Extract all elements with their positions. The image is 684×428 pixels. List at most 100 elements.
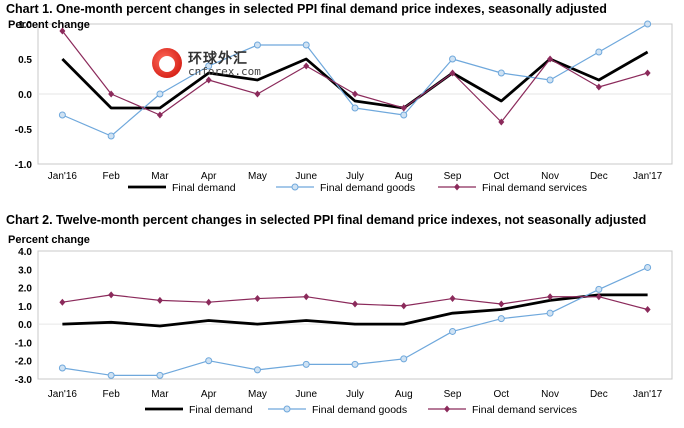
y-tick-label: 0.5	[18, 55, 32, 66]
x-tick-label: June	[295, 171, 317, 182]
data-point-services	[205, 298, 212, 306]
logo-icon	[152, 48, 182, 78]
y-tick-label: -2.0	[15, 357, 33, 368]
data-point-goods	[253, 366, 261, 374]
watermark-cn: 环球外汇	[188, 51, 248, 67]
x-tick-label: Nov	[541, 171, 559, 182]
y-axis-label: Percent change	[8, 234, 90, 246]
x-tick-label: Jan'16	[48, 171, 78, 182]
data-point-goods	[400, 355, 408, 363]
data-point-goods	[351, 360, 359, 368]
data-point-services	[449, 295, 456, 303]
data-point-goods	[156, 371, 164, 379]
x-tick-label: May	[248, 389, 267, 400]
data-point-goods	[351, 104, 359, 112]
data-point-services	[498, 118, 505, 126]
data-point-services	[644, 69, 651, 77]
data-point-services	[595, 83, 602, 91]
data-point-goods	[302, 360, 310, 368]
data-point-goods	[595, 285, 603, 293]
data-point-goods	[156, 90, 164, 98]
chart2-title: Chart 2. Twelve-month percent changes in…	[6, 213, 647, 227]
data-point-goods	[497, 315, 505, 323]
y-tick-label: 1.0	[18, 20, 32, 31]
series-line-0	[62, 293, 648, 328]
x-tick-label: Apr	[201, 171, 217, 182]
data-point-goods	[595, 48, 603, 56]
data-point-services	[108, 90, 115, 98]
x-tick-label: June	[295, 389, 317, 400]
x-tick-label: Mar	[151, 389, 169, 400]
data-point-services	[205, 76, 212, 84]
y-tick-label: 0.0	[18, 90, 32, 101]
data-point-services	[498, 300, 505, 308]
series-line-1	[62, 23, 648, 137]
data-point-goods	[644, 263, 652, 271]
data-point-services	[254, 90, 261, 98]
data-point-services	[108, 291, 115, 299]
data-point-goods	[546, 309, 554, 317]
series-line-1	[62, 266, 648, 376]
legend-label-2: Final demand services	[472, 404, 577, 416]
y-axis-label: Percent change	[8, 19, 90, 31]
data-point-goods	[253, 41, 261, 49]
data-point-services	[303, 293, 310, 301]
y-tick-label: 0.0	[18, 320, 32, 331]
data-point-services	[449, 69, 456, 77]
legend-label-2: Final demand services	[482, 182, 587, 194]
data-point-goods	[205, 357, 213, 365]
x-tick-label: Apr	[201, 389, 217, 400]
data-point-services	[303, 62, 310, 70]
legend-marker-services	[454, 183, 460, 191]
x-tick-label: Dec	[590, 171, 608, 182]
x-tick-label: Nov	[541, 389, 559, 400]
legend-marker-goods	[283, 405, 291, 413]
y-tick-label: -0.5	[15, 125, 33, 136]
data-point-goods	[449, 55, 457, 63]
x-tick-label: July	[346, 389, 364, 400]
data-point-goods	[58, 364, 66, 372]
x-tick-label: Oct	[494, 389, 510, 400]
data-point-goods	[205, 62, 213, 70]
data-point-goods	[497, 69, 505, 77]
y-tick-label: 2.0	[18, 284, 32, 295]
data-point-goods	[400, 111, 408, 119]
legend-label-0: Final demand	[189, 404, 253, 416]
watermark-en: cnforex.com	[188, 65, 261, 78]
data-point-goods	[644, 20, 652, 28]
x-tick-label: Dec	[590, 389, 608, 400]
y-tick-label: 4.0	[18, 247, 32, 258]
x-tick-label: Sep	[444, 171, 462, 182]
data-point-goods	[546, 76, 554, 84]
x-tick-label: Oct	[494, 171, 510, 182]
legend-label-0: Final demand	[172, 182, 236, 194]
chart1-title: Chart 1. One-month percent changes in se…	[6, 2, 607, 16]
y-tick-label: -1.0	[15, 338, 33, 349]
data-point-services	[156, 111, 163, 119]
legend-label-1: Final demand goods	[320, 182, 415, 194]
data-point-goods	[107, 371, 115, 379]
x-tick-label: Jan'17	[633, 171, 663, 182]
y-tick-label: 1.0	[18, 302, 32, 313]
y-tick-label: -3.0	[15, 375, 33, 386]
legend-marker-goods	[291, 183, 299, 191]
plot-frame	[37, 250, 673, 380]
legend-marker-services	[444, 405, 450, 413]
data-point-services	[352, 300, 358, 308]
series-line-0	[61, 50, 649, 110]
x-tick-label: Sep	[444, 389, 462, 400]
data-point-services	[400, 104, 407, 112]
data-point-goods	[107, 132, 115, 140]
x-tick-label: Jan'16	[48, 389, 78, 400]
data-point-services	[547, 55, 554, 63]
data-point-services	[595, 293, 602, 301]
data-point-services	[59, 27, 66, 35]
x-tick-label: Aug	[395, 389, 413, 400]
legend-label-1: Final demand goods	[312, 404, 407, 416]
y-tick-label: -1.0	[15, 160, 33, 171]
data-point-services	[254, 295, 261, 303]
data-point-goods	[58, 111, 66, 119]
data-point-services	[400, 302, 407, 310]
x-tick-label: Feb	[103, 389, 121, 400]
